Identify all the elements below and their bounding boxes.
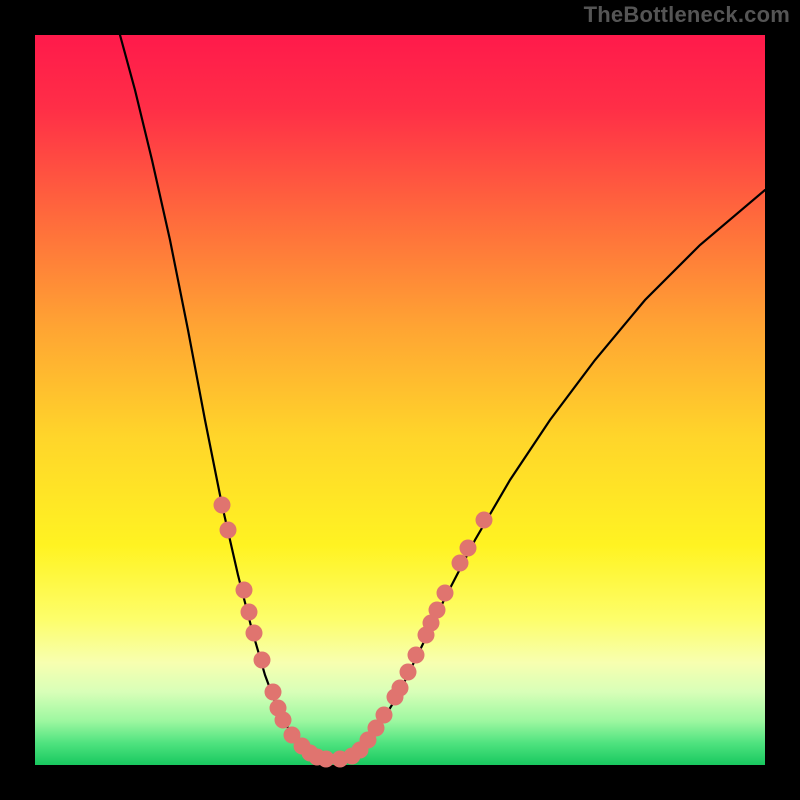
curve-marker [460, 540, 477, 557]
chart-container: { "watermark": { "text": "TheBottleneck.… [0, 0, 800, 800]
curve-marker [220, 522, 237, 539]
curve-marker [476, 512, 493, 529]
curve-marker [429, 602, 446, 619]
curve-marker [376, 707, 393, 724]
curve-marker [437, 585, 454, 602]
curve-marker [392, 680, 409, 697]
curve-marker [241, 604, 258, 621]
curve-marker [265, 684, 282, 701]
curve-marker [254, 652, 271, 669]
chart-svg [0, 0, 800, 800]
curve-marker [400, 664, 417, 681]
curve-marker [214, 497, 231, 514]
curve-marker [246, 625, 263, 642]
curve-marker [408, 647, 425, 664]
plot-background [35, 35, 765, 765]
curve-marker [236, 582, 253, 599]
watermark-text: TheBottleneck.com [584, 2, 790, 28]
curve-marker [275, 712, 292, 729]
curve-marker [452, 555, 469, 572]
